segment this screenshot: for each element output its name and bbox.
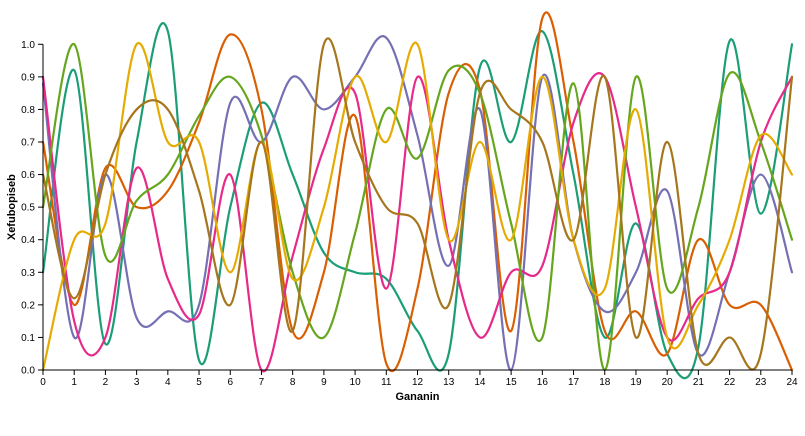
- series-line-1: [41, 22, 794, 380]
- x-tick-label: 24: [786, 377, 798, 388]
- series-line-7: [41, 37, 794, 371]
- x-tick-label: 12: [412, 377, 424, 388]
- x-tick-label: 3: [134, 377, 140, 388]
- x-tick-label: 7: [259, 377, 265, 388]
- y-tick-label: 0.6: [21, 170, 35, 181]
- y-tick-label: 0.5: [21, 203, 35, 214]
- x-tick-label: 4: [165, 377, 171, 388]
- x-tick-label: 19: [630, 377, 642, 388]
- x-tick-label: 18: [599, 377, 611, 388]
- y-tick-label: 1.0: [21, 40, 35, 51]
- y-tick-label: 0.2: [21, 300, 35, 311]
- x-tick-label: 0: [40, 377, 46, 388]
- series-line-4: [41, 72, 794, 373]
- x-tick-label: 16: [537, 377, 549, 388]
- y-tick-label: 0.9: [21, 72, 35, 83]
- x-tick-label: 10: [350, 377, 362, 388]
- x-tick-label: 17: [568, 377, 580, 388]
- series-line-3: [41, 35, 794, 372]
- series-layer: [41, 11, 794, 380]
- x-tick-label: 13: [443, 377, 455, 388]
- y-tick-label: 0.8: [21, 105, 35, 116]
- x-tick-label: 20: [662, 377, 674, 388]
- y-tick-label: 0.3: [21, 268, 35, 279]
- series-line-6: [41, 41, 794, 372]
- x-tick-label: 8: [290, 377, 296, 388]
- x-tick-label: 1: [71, 377, 77, 388]
- y-tick-label: 0.0: [21, 366, 35, 377]
- x-tick-label: 9: [321, 377, 327, 388]
- x-tick-label: 2: [103, 377, 109, 388]
- x-tick-label: 6: [227, 377, 233, 388]
- x-tick-label: 5: [196, 377, 202, 388]
- x-tick-label: 22: [724, 377, 736, 388]
- y-axis-ticks: 0.0 0.1 0.2 0.3 0.4 0.5 0.6 0.7 0.8 0.9 1.0: [21, 40, 43, 377]
- x-axis-ticks: 0 1 2 3 4 5 6 7 8 9 10 11 12 13 14 15 16 17 18 19 20 21 22 23 24: [40, 370, 798, 388]
- y-axis-title: Xefubopiseb: [6, 174, 18, 240]
- x-tick-label: 11: [381, 377, 392, 388]
- x-tick-label: 21: [693, 377, 705, 388]
- series-line-5: [41, 43, 794, 372]
- x-axis-title: Gananin: [395, 391, 439, 403]
- y-tick-label: 0.1: [21, 333, 35, 344]
- y-tick-label: 0.7: [21, 138, 35, 149]
- y-tick-label: 0.4: [21, 235, 35, 246]
- series-line-2: [41, 11, 794, 373]
- x-tick-label: 23: [755, 377, 767, 388]
- x-tick-label: 14: [474, 377, 486, 388]
- x-tick-label: 15: [506, 377, 518, 388]
